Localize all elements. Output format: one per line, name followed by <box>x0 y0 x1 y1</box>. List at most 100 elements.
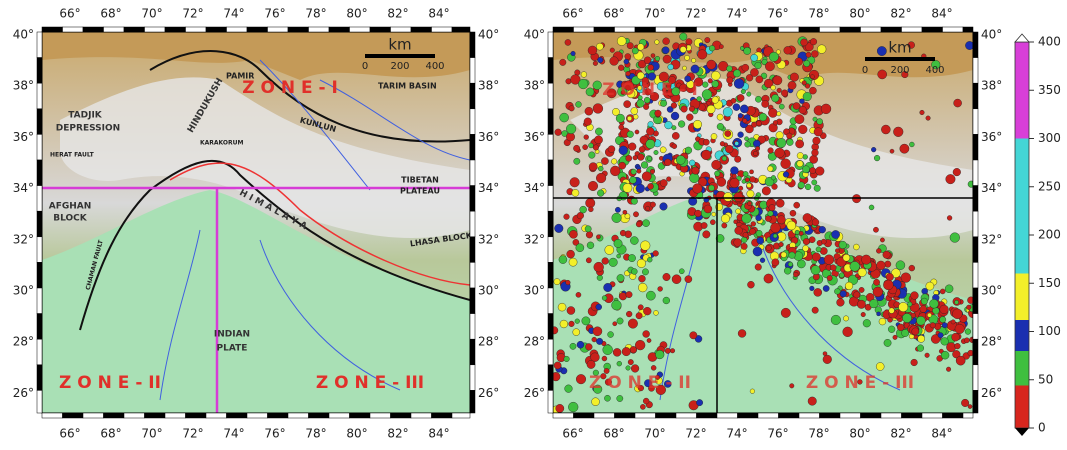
border-tick <box>411 413 432 418</box>
epicenter <box>689 160 695 166</box>
epicenter <box>831 315 841 325</box>
epicenter <box>556 404 564 412</box>
border-tick <box>227 27 248 32</box>
epicenter <box>689 173 699 183</box>
epicenter <box>742 118 747 123</box>
epicenter <box>837 299 845 307</box>
epicenter <box>596 235 600 239</box>
epicenter <box>776 199 784 207</box>
epicenter <box>926 116 931 121</box>
epicenter <box>809 237 815 243</box>
border-tick <box>350 27 371 32</box>
epicenter <box>941 337 949 345</box>
epicenter <box>804 60 810 66</box>
border-tick <box>973 109 978 135</box>
epicenter <box>745 178 749 182</box>
epicenter <box>790 384 795 389</box>
epicenter <box>809 87 816 94</box>
epicenter <box>588 181 598 191</box>
lon-label: 80° <box>849 7 870 21</box>
epicenter <box>821 239 826 244</box>
epicenter <box>886 273 894 281</box>
border-tick <box>470 160 475 186</box>
border-tick <box>943 27 964 32</box>
epicenter <box>730 167 738 175</box>
epicenter <box>883 251 890 258</box>
epicenter <box>747 183 752 188</box>
epicenter <box>586 88 594 96</box>
epicenter <box>638 283 647 292</box>
epicenter <box>628 359 633 364</box>
lat-label: 40° <box>13 28 34 42</box>
epicenter <box>784 46 792 54</box>
epicenter <box>946 367 951 372</box>
epicenter <box>795 140 803 148</box>
lon-label: 82° <box>890 7 911 21</box>
epicenter <box>798 125 807 134</box>
epicenter <box>586 198 595 207</box>
epicenter <box>816 167 825 176</box>
border-tick <box>37 109 42 135</box>
zone-label: Z O N E - III <box>316 373 424 393</box>
lon-label: 76° <box>767 427 788 441</box>
epicenter <box>821 104 831 114</box>
epicenter <box>554 224 563 233</box>
border-tick <box>37 186 42 212</box>
border-tick <box>758 413 779 418</box>
epicenter <box>955 343 961 349</box>
epicenter <box>850 261 860 271</box>
epicenter <box>893 127 903 137</box>
border-tick <box>37 288 42 314</box>
epicenter <box>691 58 695 62</box>
epicenter <box>843 316 848 321</box>
epicenter <box>587 360 595 368</box>
epicenter <box>955 300 959 304</box>
border-tick <box>902 27 923 32</box>
border-tick <box>881 27 902 32</box>
epicenter <box>624 59 629 64</box>
colorbar-label: 50 <box>1038 372 1053 386</box>
epicenter <box>581 72 587 78</box>
epicenter <box>672 144 677 149</box>
epicenter <box>576 374 586 384</box>
scale-unit: km <box>388 36 411 54</box>
figure: Z O N E - I Z O N E - II Z O N E - III T… <box>0 0 1067 446</box>
epicenter <box>889 308 895 314</box>
epicenter <box>682 66 686 70</box>
epicenter <box>795 115 804 124</box>
epicenter <box>681 106 687 112</box>
epicenter <box>631 198 638 205</box>
epicenter <box>744 137 748 141</box>
lat-label: 26° <box>524 386 545 400</box>
epicenter <box>664 159 671 166</box>
epicenter <box>859 287 864 292</box>
epicenter <box>797 260 805 268</box>
border-tick <box>165 413 186 418</box>
lon-label: 66° <box>59 427 80 441</box>
epicenter <box>627 131 634 138</box>
border-tick <box>37 314 42 340</box>
border-tick <box>922 413 943 418</box>
epicenter <box>816 247 821 252</box>
border-tick <box>553 27 574 32</box>
epicenter <box>567 250 575 258</box>
epicenter <box>768 211 774 217</box>
lat-label: 26° <box>13 386 34 400</box>
border-tick <box>186 413 207 418</box>
epicenter <box>824 255 834 265</box>
lon-label: 72° <box>182 427 203 441</box>
epicenter <box>885 261 891 267</box>
epicenter <box>672 132 679 139</box>
epicenter <box>676 155 685 164</box>
epicenter <box>733 70 740 77</box>
epicenter <box>755 96 761 102</box>
left-map: Z O N E - I Z O N E - II Z O N E - III T… <box>13 7 500 441</box>
border-tick <box>104 413 125 418</box>
epicenter <box>781 90 788 97</box>
epicenter <box>712 80 719 87</box>
lat-label: 38° <box>981 79 1002 93</box>
epicenter <box>843 327 853 337</box>
border-tick <box>548 160 553 186</box>
epicenter <box>920 306 927 313</box>
zone-label: Z O N E - II <box>59 373 161 393</box>
